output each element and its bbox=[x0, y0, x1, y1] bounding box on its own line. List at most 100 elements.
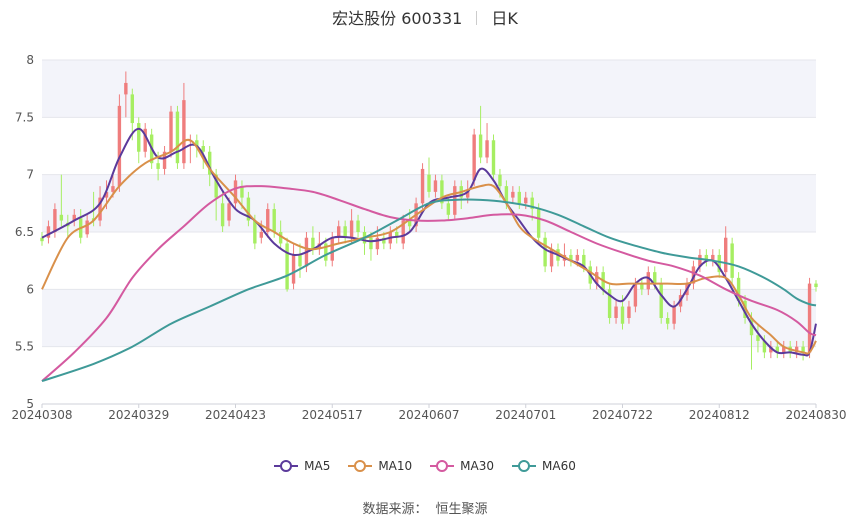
candle-body bbox=[382, 237, 386, 244]
legend-ma5[interactable]: MA5 bbox=[274, 459, 330, 473]
candle-body bbox=[53, 209, 57, 232]
candle-body bbox=[698, 254, 702, 267]
candle-body bbox=[614, 306, 618, 318]
chart-legend: MA5 MA10 MA30 MA60 bbox=[0, 459, 850, 473]
candle-body bbox=[175, 111, 180, 164]
x-tick-label: 20240517 bbox=[302, 408, 363, 422]
x-tick-label: 20240308 bbox=[11, 408, 72, 422]
candle-body bbox=[582, 254, 586, 267]
candle-body bbox=[330, 237, 334, 261]
candle-body bbox=[633, 283, 638, 307]
ma30-legend-icon bbox=[430, 459, 455, 473]
candle-body bbox=[672, 306, 676, 324]
candle-body bbox=[343, 226, 347, 238]
candle-body bbox=[524, 197, 528, 204]
candle-body bbox=[640, 283, 644, 290]
y-tick-label: 8 bbox=[26, 53, 34, 67]
candle-body bbox=[156, 163, 160, 169]
candle-body bbox=[472, 134, 476, 181]
candle-body bbox=[504, 186, 509, 204]
candle-body bbox=[298, 254, 302, 267]
candle-body bbox=[653, 272, 657, 284]
x-tick-label: 20240812 bbox=[689, 408, 750, 422]
candle-body bbox=[446, 203, 451, 215]
y-tick-label: 5 bbox=[26, 397, 34, 411]
candle-body bbox=[717, 254, 721, 273]
candle-body bbox=[85, 220, 89, 235]
candle-body bbox=[756, 335, 760, 341]
candle-body bbox=[233, 180, 238, 204]
ma5-legend-icon bbox=[274, 459, 299, 473]
candle-body bbox=[575, 254, 580, 261]
y-tick-label: 7.5 bbox=[15, 110, 34, 124]
candle-body bbox=[704, 254, 709, 261]
y-tick-label: 6.5 bbox=[15, 225, 34, 239]
candle-body bbox=[801, 346, 805, 353]
candle-body bbox=[72, 214, 76, 221]
candle-body bbox=[130, 94, 134, 124]
candle-body bbox=[356, 220, 360, 232]
ma5-line bbox=[41, 127, 817, 357]
candle-body bbox=[214, 174, 218, 198]
candle-body bbox=[485, 140, 489, 158]
candle-body bbox=[40, 237, 44, 242]
legend-ma30[interactable]: MA30 bbox=[430, 459, 494, 473]
candle-body bbox=[595, 272, 599, 284]
candle-body bbox=[498, 174, 502, 187]
ma10-line bbox=[41, 138, 817, 355]
legend-ma60-label: MA60 bbox=[542, 459, 576, 473]
candle-body bbox=[169, 111, 173, 152]
legend-ma5-label: MA5 bbox=[304, 459, 331, 473]
background-band bbox=[42, 60, 816, 118]
candle-body bbox=[440, 180, 444, 204]
candle-body bbox=[711, 254, 715, 261]
candle-body bbox=[511, 191, 515, 198]
source-name: 恒生聚源 bbox=[435, 502, 488, 517]
legend-ma10[interactable]: MA10 bbox=[348, 459, 412, 473]
legend-ma10-label: MA10 bbox=[378, 459, 413, 473]
x-tick-label: 20240830 bbox=[785, 408, 846, 422]
candle-body bbox=[337, 226, 341, 238]
candle-body bbox=[227, 203, 231, 221]
candle-body bbox=[324, 243, 328, 261]
candle-body bbox=[807, 283, 812, 353]
candle-body bbox=[201, 146, 205, 152]
y-tick-label: 5.5 bbox=[15, 340, 34, 354]
title-separator bbox=[476, 11, 478, 25]
candle-body bbox=[420, 168, 425, 204]
candle-body bbox=[59, 214, 64, 221]
candle-body bbox=[253, 220, 257, 244]
stock-name-code: 宏达股份 600331 bbox=[332, 9, 463, 28]
ma60-line bbox=[41, 198, 817, 383]
candle-body bbox=[369, 237, 373, 250]
candle-body bbox=[117, 105, 122, 187]
candle-body bbox=[104, 191, 109, 198]
candle-body bbox=[98, 197, 102, 221]
candle-body bbox=[665, 318, 670, 324]
candle-body bbox=[730, 243, 734, 278]
candle-body bbox=[433, 180, 438, 192]
candle-body bbox=[607, 289, 612, 318]
y-tick-label: 6 bbox=[26, 282, 34, 296]
candle-body bbox=[775, 346, 779, 353]
candle-body bbox=[208, 151, 212, 175]
candle-body bbox=[143, 128, 147, 152]
legend-ma30-label: MA30 bbox=[460, 459, 495, 473]
candle-body bbox=[627, 306, 631, 318]
candle-body bbox=[466, 191, 470, 198]
candle-body bbox=[401, 220, 405, 244]
candle-body bbox=[162, 151, 167, 169]
candle-body bbox=[311, 237, 315, 250]
candle-body bbox=[407, 220, 412, 227]
x-tick-label: 20240329 bbox=[108, 408, 169, 422]
candle-body bbox=[491, 140, 496, 175]
candle-body bbox=[646, 272, 650, 290]
x-tick-label: 20240722 bbox=[592, 408, 653, 422]
candle-body bbox=[46, 226, 51, 238]
legend-ma60[interactable]: MA60 bbox=[512, 459, 576, 473]
candle-body bbox=[814, 283, 818, 288]
candle-body bbox=[182, 100, 186, 164]
candle-body bbox=[517, 191, 521, 204]
ma10-legend-icon bbox=[348, 459, 373, 473]
